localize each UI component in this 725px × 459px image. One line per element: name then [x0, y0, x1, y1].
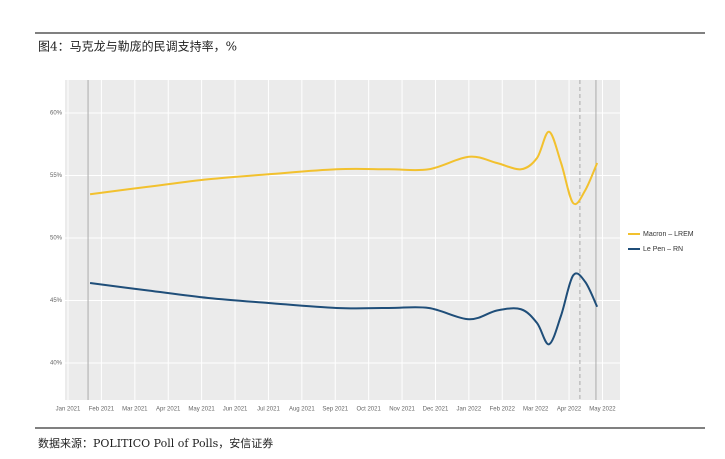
x-tick-label: Apr 2022 — [557, 407, 582, 413]
y-tick-label: 45% — [50, 298, 63, 304]
chart-title: 图4：马克龙与勒庞的民调支持率，% — [38, 39, 237, 54]
x-tick-label: Nov 2021 — [389, 407, 415, 413]
x-tick-label: Mar 2022 — [523, 407, 549, 413]
legend-label: Macron – LREM — [643, 231, 694, 238]
x-tick-label: Jul 2021 — [257, 407, 280, 413]
x-tick-label: Mar 2021 — [122, 407, 148, 413]
x-tick-label: Jan 2022 — [457, 407, 482, 413]
x-tick-label: Dec 2021 — [423, 407, 449, 413]
x-tick-label: Apr 2021 — [156, 407, 181, 413]
y-tick-label: 60% — [50, 111, 63, 117]
x-tick-label: Oct 2021 — [356, 407, 381, 413]
x-tick-label: May 2021 — [188, 407, 215, 413]
plot-panel — [65, 80, 620, 400]
x-tick-label: Sep 2021 — [322, 407, 348, 413]
legend-label: Le Pen – RN — [643, 246, 683, 253]
trend-line — [89, 130, 599, 206]
x-tick-label: Aug 2021 — [289, 407, 315, 413]
x-tick-label: Jun 2021 — [223, 407, 248, 413]
x-tick-label: May 2022 — [589, 407, 616, 413]
source: 数据来源：POLITICO Poll of Polls，安信证券 — [38, 436, 273, 450]
y-tick-label: 50% — [50, 236, 63, 242]
y-tick-label: 55% — [50, 173, 63, 179]
x-tick-label: Jan 2021 — [56, 407, 81, 413]
x-tick-label: Feb 2022 — [490, 407, 516, 413]
trend-line — [89, 272, 599, 346]
x-tick-label: Feb 2021 — [89, 407, 115, 413]
y-tick-label: 40% — [50, 361, 63, 367]
